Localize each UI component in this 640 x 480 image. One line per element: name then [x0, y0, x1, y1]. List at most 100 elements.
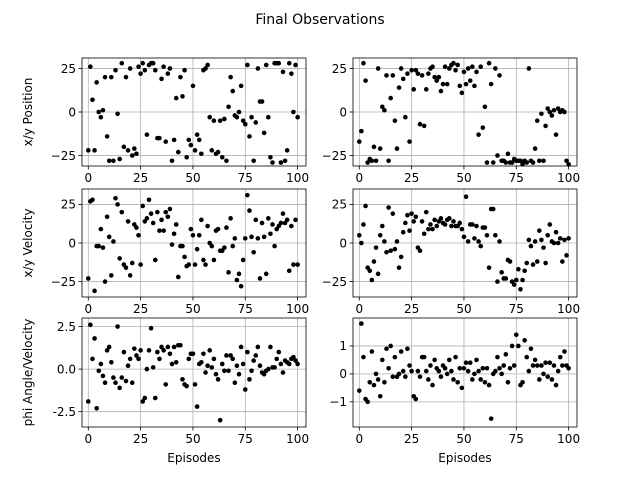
data-point: [245, 192, 250, 198]
data-point: [562, 237, 567, 243]
data-point: [284, 217, 290, 223]
data-point: [373, 245, 379, 250]
data-point: [280, 211, 286, 216]
data-point: [272, 243, 277, 249]
data-point: [530, 160, 536, 165]
subplot-r2-c1: 0 25 50 75 100 −1 0 1 Episodes: [329, 317, 580, 465]
data-point: [526, 66, 532, 71]
data-point: [278, 220, 284, 226]
data-point: [266, 366, 271, 372]
x-tick-label: 50: [185, 302, 200, 316]
data-point: [228, 216, 233, 221]
data-point: [165, 344, 171, 350]
x-tick-label: 25: [404, 171, 419, 185]
data-point: [102, 380, 108, 386]
data-point: [373, 371, 379, 377]
data-point: [249, 234, 254, 240]
data-point: [121, 349, 127, 355]
data-point: [453, 354, 458, 360]
data-point: [461, 366, 467, 371]
data-point: [384, 346, 389, 352]
data-point: [457, 83, 463, 89]
data-point: [194, 404, 200, 409]
data-point: [230, 356, 236, 362]
data-point: [138, 71, 143, 76]
data-point: [167, 66, 173, 71]
data-point: [234, 363, 240, 368]
data-point: [92, 336, 97, 341]
data-point: [140, 399, 146, 404]
data-point: [163, 209, 169, 215]
data-point: [478, 243, 484, 249]
data-point: [522, 338, 527, 343]
data-point: [386, 366, 391, 371]
data-point: [104, 348, 110, 353]
data-point: [251, 358, 256, 363]
data-point: [442, 366, 448, 371]
data-point: [415, 368, 421, 374]
data-point: [100, 373, 106, 379]
y-tick-label: −1: [329, 395, 347, 409]
data-point: [213, 371, 219, 377]
data-point: [259, 99, 265, 104]
data-point: [499, 371, 504, 377]
data-point: [207, 114, 213, 120]
data-point: [497, 239, 502, 244]
y-tick-label: 0.0: [57, 362, 76, 376]
data-point: [509, 160, 515, 165]
data-point: [566, 161, 571, 167]
data-point: [188, 226, 194, 232]
data-point: [463, 194, 469, 200]
data-point: [261, 234, 267, 240]
data-point: [148, 211, 154, 216]
data-point: [268, 344, 273, 350]
subplot-r0-c1: 0 25 50 75 100 −25 0 25: [322, 57, 580, 185]
data-point: [215, 149, 221, 155]
x-tick-label: 75: [238, 171, 253, 185]
data-point: [192, 148, 198, 153]
data-point: [537, 377, 542, 382]
data-point: [186, 137, 192, 143]
data-point: [438, 216, 444, 221]
data-point: [263, 62, 269, 68]
data-point: [111, 239, 116, 244]
data-point: [117, 256, 122, 261]
x-axis-label: Episodes: [438, 451, 491, 465]
data-point: [413, 67, 419, 73]
data-point: [541, 158, 546, 164]
y-axis-label: phi Angle/Velocity: [21, 319, 35, 427]
data-point: [150, 365, 156, 370]
data-point: [480, 125, 486, 130]
data-point: [190, 83, 196, 89]
data-point: [474, 69, 479, 75]
data-point: [90, 356, 95, 362]
subplot-r1-c0: 0 25 50 75 100 −25 0 25 x/y Velocity: [21, 188, 309, 316]
x-tick-label: 50: [185, 171, 200, 185]
data-point: [446, 357, 452, 363]
data-point: [295, 361, 300, 367]
data-point: [497, 366, 502, 371]
data-point: [127, 273, 133, 278]
data-point: [184, 154, 189, 160]
data-point: [551, 363, 557, 368]
data-point: [495, 354, 500, 360]
data-point: [286, 268, 292, 274]
data-point: [405, 346, 410, 352]
data-point: [467, 360, 473, 366]
data-point: [400, 229, 406, 235]
data-point: [188, 142, 194, 148]
data-point: [442, 64, 448, 70]
data-point: [96, 243, 102, 249]
data-point: [171, 137, 177, 143]
data-point: [157, 135, 162, 141]
data-point: [155, 349, 160, 355]
data-point: [564, 253, 569, 258]
data-point: [251, 249, 256, 255]
data-point: [495, 279, 500, 284]
data-point: [451, 377, 456, 382]
data-point: [146, 197, 152, 203]
data-point: [449, 368, 454, 374]
data-point: [190, 351, 196, 357]
data-point: [371, 259, 377, 264]
data-point: [242, 121, 248, 127]
